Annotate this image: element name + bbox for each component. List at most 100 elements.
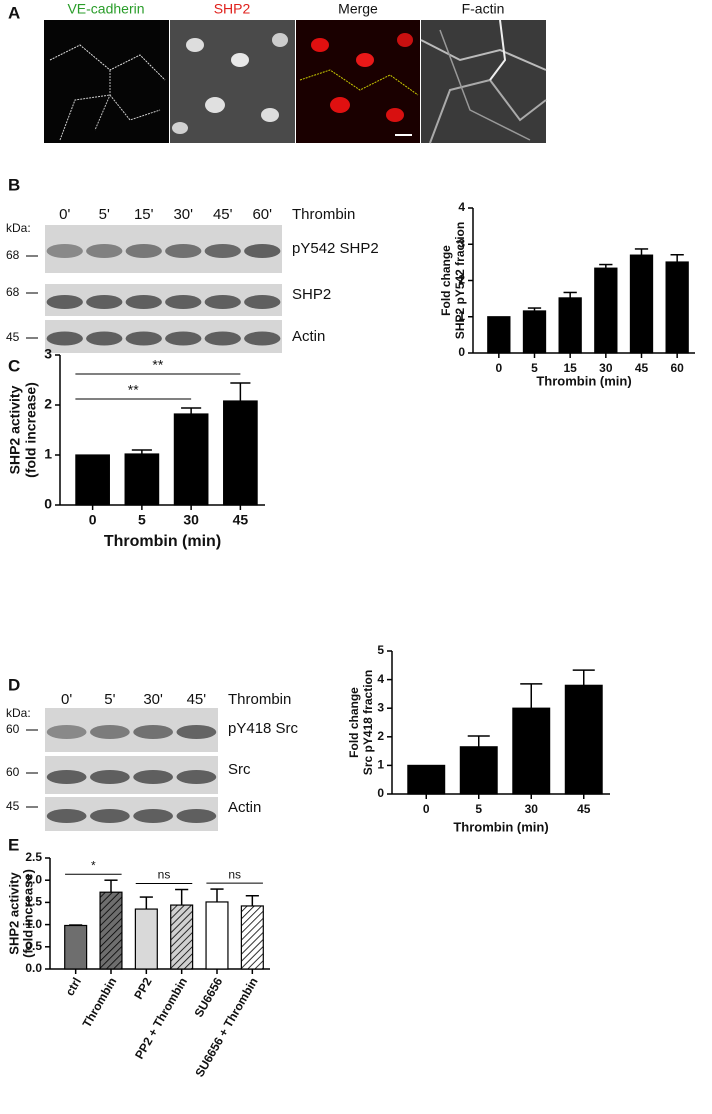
image-label: SHP2 (214, 1, 251, 17)
micrograph (44, 20, 169, 143)
kda-marker: 45 (6, 799, 20, 813)
lane-label: 0' (59, 206, 70, 223)
y-tick-label: 0.5 (25, 939, 42, 953)
lane-label: 5' (99, 206, 110, 223)
lane-label: 60' (252, 206, 272, 223)
panel-letter: E (8, 835, 19, 854)
error-bar (175, 888, 189, 906)
bar-chart: 0 1 2 3 SHP2 activity (fold increase) Thrombin… (7, 346, 265, 550)
lane-label: 30' (143, 691, 163, 708)
x-tick-label: SU6656 (192, 975, 226, 1020)
bar (240, 905, 264, 970)
x-tick-label: 30 (183, 512, 199, 528)
bar (629, 254, 654, 354)
treatment-label: Thrombin (292, 206, 355, 223)
error-bar (139, 896, 153, 910)
blot-band (46, 725, 87, 739)
blot-band (244, 331, 281, 346)
blot-band (46, 809, 87, 823)
x-tick-label: 0 (89, 512, 97, 528)
y-tick-label: 1.5 (25, 895, 42, 909)
kda-label: kDa: (6, 221, 31, 235)
x-tick-label: 15 (563, 361, 577, 375)
row-label: pY418 Src (228, 720, 299, 737)
blot-band (89, 725, 130, 739)
error-bar (245, 894, 259, 906)
image-label: F-actin (462, 1, 505, 17)
bar (459, 746, 498, 795)
y-tick-label: 3 (377, 700, 384, 714)
y-tick-label: 5 (377, 643, 384, 657)
kda-marker: 60 (6, 765, 20, 779)
bar (75, 454, 110, 506)
kda-label: kDa: (6, 706, 31, 720)
blot-strip (45, 225, 282, 273)
error-bar (520, 683, 543, 709)
kda-marker: 60 (6, 722, 20, 736)
blot-band (176, 770, 217, 784)
y-tick-label: 2 (44, 396, 52, 412)
error-bar (181, 407, 202, 414)
bar (173, 413, 209, 506)
y-tick-label: 1 (44, 446, 52, 462)
image-label: VE-cadherin (67, 1, 144, 17)
y-tick-label: 0 (377, 786, 384, 800)
x-axis-label: Thrombin (min) (536, 373, 631, 388)
y-axis-label: SHP2 pY542 fraction (453, 222, 467, 339)
error-bar (563, 291, 577, 298)
blot-band (133, 809, 174, 823)
y-tick-label: 3 (44, 346, 52, 362)
bar (665, 261, 689, 354)
blot-band (204, 295, 241, 309)
y-tick-label: 0 (458, 345, 465, 359)
blot-band (46, 331, 83, 346)
blot-band (133, 725, 174, 739)
blot-band (204, 244, 241, 258)
x-axis-label: Thrombin (min) (453, 819, 548, 834)
bar (522, 310, 547, 354)
lane-label: 5' (104, 691, 115, 708)
y-axis-label: SHP2 activity (6, 872, 21, 955)
blot-band (204, 331, 241, 346)
error-bar (104, 879, 118, 893)
y-tick-label: 4 (458, 200, 465, 214)
y-tick-label: 2 (458, 273, 465, 287)
x-axis-label: Thrombin (min) (104, 533, 221, 550)
x-tick-label: 45 (577, 802, 591, 816)
error-bar (210, 888, 224, 902)
x-tick-label: 30 (599, 361, 613, 375)
row-label: Actin (292, 328, 325, 345)
y-tick-label: 2.0 (25, 872, 42, 886)
y-tick-label: 0.0 (25, 961, 42, 975)
kda-marker: 68 (6, 248, 20, 262)
bar-chart: 0.0 0.5 1.0 1.5 2.0 2.5 SHP2 activity (fold inc… (6, 850, 270, 1079)
bar (558, 297, 582, 354)
x-tick-label: Thrombin (80, 975, 120, 1030)
lane-label: 45' (187, 691, 207, 708)
error-bar (599, 263, 613, 269)
blot-band (46, 295, 83, 309)
x-tick-label: 45 (233, 512, 249, 528)
significance-label: ns (228, 867, 241, 881)
bar (64, 924, 88, 970)
blot-strip (45, 320, 282, 353)
blot-band (46, 770, 87, 784)
bar (512, 707, 551, 795)
panel-letter: C (8, 356, 20, 375)
error-bar (527, 307, 542, 311)
error-bar (131, 449, 152, 454)
significance-label: ** (128, 382, 139, 398)
blot-band (176, 809, 217, 823)
y-tick-label: 1 (458, 309, 465, 323)
x-tick-label: 45 (635, 361, 649, 375)
y-tick-label: 2.5 (25, 850, 42, 864)
row-label: Actin (228, 799, 261, 816)
image-label: Merge (338, 1, 378, 17)
micrographs (44, 19, 547, 144)
blot-band (86, 331, 123, 346)
x-tick-label: 60 (670, 361, 684, 375)
bar (407, 764, 446, 795)
panel-letter: B (8, 175, 20, 194)
x-tick-label: 5 (138, 512, 146, 528)
